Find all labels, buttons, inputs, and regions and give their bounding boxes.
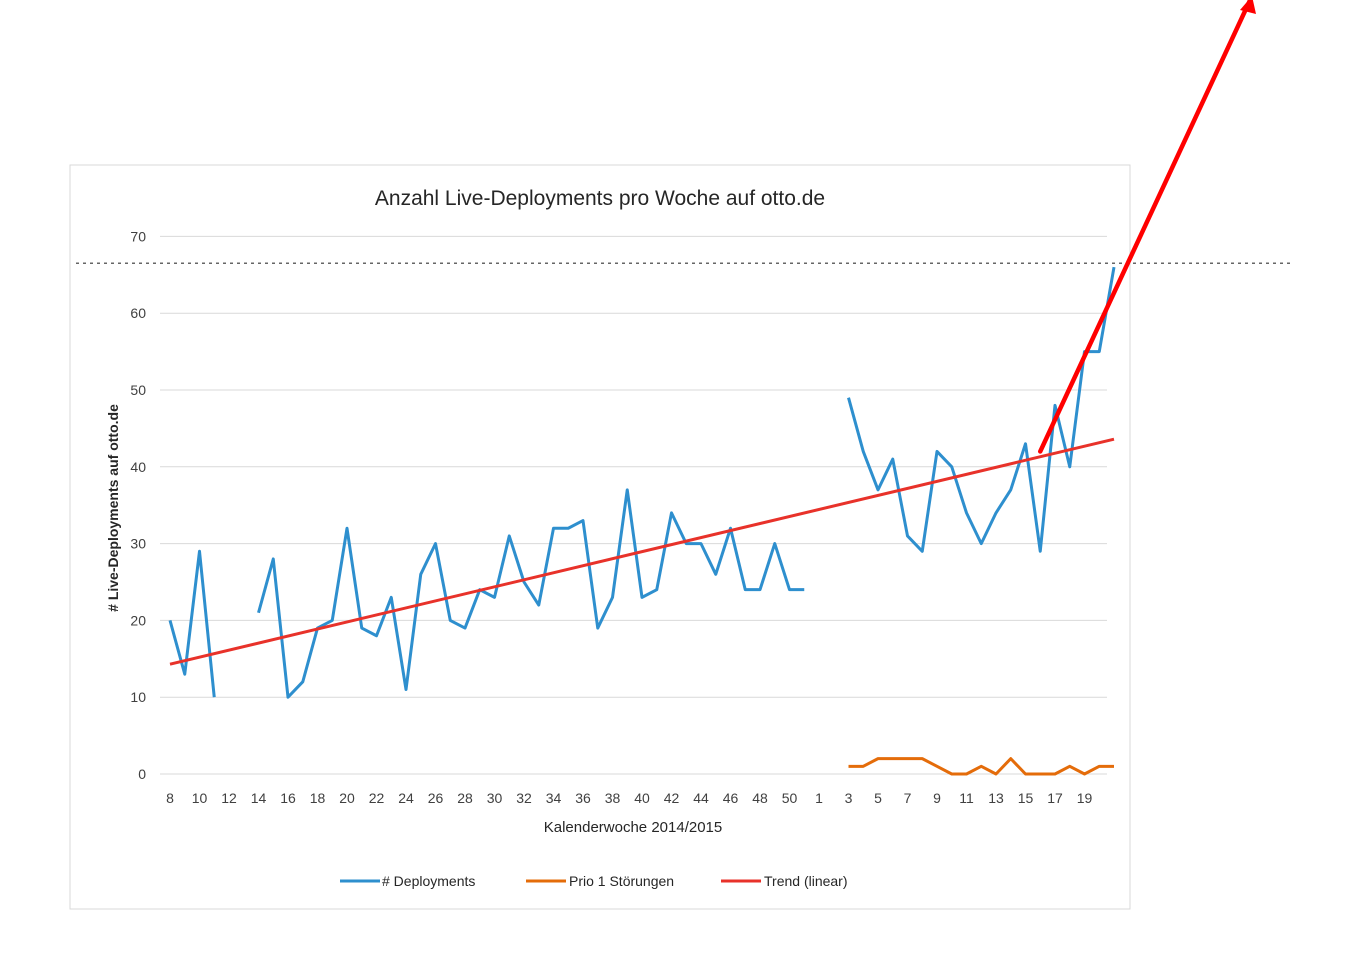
x-tick-label: 24 xyxy=(398,790,414,806)
x-tick-label: 7 xyxy=(904,790,912,806)
series-line-deployments xyxy=(847,266,1116,553)
x-tick-label: 36 xyxy=(575,790,591,806)
y-tick-label: 40 xyxy=(130,459,146,475)
x-tick-label: 48 xyxy=(752,790,768,806)
x-tick-label: 40 xyxy=(634,790,650,806)
x-tick-label: 3 xyxy=(845,790,853,806)
x-tick-label: 1 xyxy=(815,790,823,806)
annotation-arrow xyxy=(1038,0,1253,454)
x-tick-label: 12 xyxy=(221,790,237,806)
x-axis-ticks: 8 10 12 14 16 18 20 22 24 26 28 30 32 34 36 38 40 42 44 46 4… xyxy=(166,790,1092,806)
y-axis-ticks: 0 10 20 30 40 50 60 70 xyxy=(130,228,146,782)
x-tick-label: 18 xyxy=(310,790,326,806)
chart-frame xyxy=(69,164,1131,910)
x-tick-label: 10 xyxy=(192,790,208,806)
chart-title: Anzahl Live-Deployments pro Woche auf ot… xyxy=(375,187,825,210)
series-line-deployments xyxy=(168,549,216,698)
x-tick-label: 15 xyxy=(1018,790,1034,806)
x-tick-label: 17 xyxy=(1047,790,1063,806)
annotation-arrow-head xyxy=(1240,0,1256,14)
x-tick-label: 14 xyxy=(251,790,267,806)
y-tick-label: 50 xyxy=(130,382,146,398)
y-tick-label: 0 xyxy=(138,766,146,782)
x-tick-label: 20 xyxy=(339,790,355,806)
y-tick-label: 10 xyxy=(130,689,146,705)
x-tick-label: 19 xyxy=(1077,790,1093,806)
y-axis-title: # Live-Deployments auf otto.de xyxy=(105,404,121,612)
series-line-prio1 xyxy=(848,757,1114,776)
x-tick-label: 28 xyxy=(457,790,473,806)
x-tick-label: 16 xyxy=(280,790,296,806)
series-line-deployments xyxy=(257,488,805,699)
y-tick-label: 60 xyxy=(130,305,146,321)
x-tick-label: 38 xyxy=(605,790,621,806)
series-line-trend xyxy=(169,437,1115,666)
y-tick-label: 70 xyxy=(130,228,146,244)
x-tick-label: 26 xyxy=(428,790,444,806)
x-tick-label: 44 xyxy=(693,790,709,806)
legend: # Deployments Prio 1 Störungen Trend (li… xyxy=(340,873,848,889)
series-layer xyxy=(168,266,1116,776)
x-tick-label: 22 xyxy=(369,790,385,806)
x-tick-label: 9 xyxy=(933,790,941,806)
legend-label-prio1: Prio 1 Störungen xyxy=(569,873,674,889)
y-tick-label: 20 xyxy=(130,612,146,628)
x-axis-title: Kalenderwoche 2014/2015 xyxy=(544,819,722,836)
x-tick-label: 50 xyxy=(782,790,798,806)
x-tick-label: 32 xyxy=(516,790,532,806)
x-tick-label: 34 xyxy=(546,790,562,806)
x-tick-label: 5 xyxy=(874,790,882,806)
x-tick-label: 30 xyxy=(487,790,503,806)
x-tick-label: 13 xyxy=(988,790,1004,806)
legend-label-deployments: # Deployments xyxy=(382,873,475,889)
legend-label-trend: Trend (linear) xyxy=(764,873,848,889)
y-tick-label: 30 xyxy=(130,536,146,552)
x-tick-label: 46 xyxy=(723,790,739,806)
x-tick-label: 42 xyxy=(664,790,680,806)
x-tick-label: 11 xyxy=(959,790,974,806)
x-tick-label: 8 xyxy=(166,790,174,806)
